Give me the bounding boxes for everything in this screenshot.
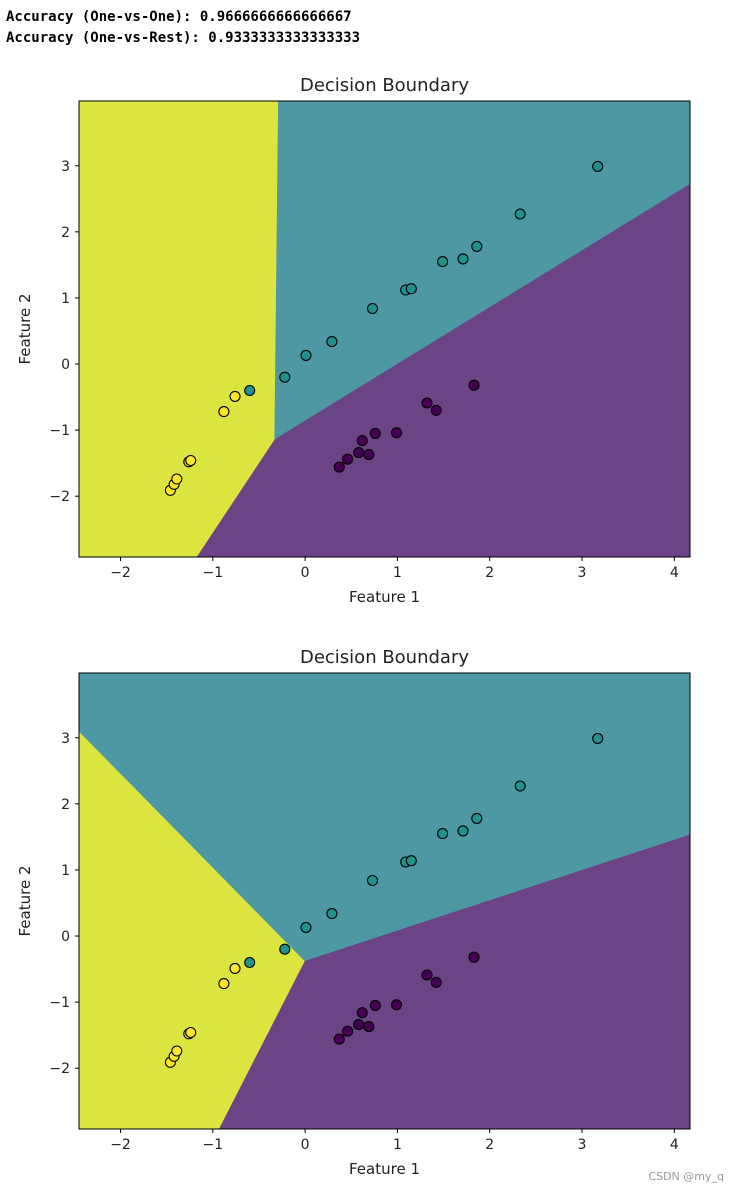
y-tick-label: −1	[49, 995, 70, 1011]
y-axis-label: Feature 2	[16, 294, 34, 365]
data-point-teal	[279, 943, 291, 955]
y-axis-label: Feature 2	[16, 866, 34, 937]
data-point-teal	[405, 855, 417, 867]
data-point-purple	[342, 453, 354, 465]
chart-title: Decision Boundary	[300, 75, 469, 96]
y-tick-label: 3	[61, 731, 70, 747]
data-point-teal	[279, 371, 291, 383]
data-point-purple	[390, 999, 403, 1011]
data-point-teal	[514, 780, 526, 792]
data-point-purple	[363, 1021, 375, 1033]
data-point-teal	[457, 253, 469, 265]
x-axis-label: Feature 1	[349, 1160, 420, 1178]
x-tick-label: −1	[203, 565, 224, 581]
x-tick-label: 2	[485, 1137, 494, 1153]
data-point-teal	[437, 256, 449, 268]
data-point-teal	[405, 283, 417, 295]
watermark: CSDN @my_q	[648, 1170, 724, 1183]
y-tick-label: 0	[61, 357, 70, 373]
data-point-purple	[421, 397, 433, 409]
data-point-teal	[457, 825, 469, 837]
data-point-yellow	[185, 454, 197, 467]
data-point-purple	[390, 427, 403, 439]
y-tick-label: 3	[61, 159, 70, 175]
x-tick-label: 2	[485, 565, 494, 581]
y-tick-label: 2	[61, 797, 70, 813]
data-point-teal	[300, 349, 312, 361]
data-point-teal	[366, 302, 379, 315]
y-tick-label: −2	[49, 489, 70, 505]
decision-boundary-chart-ovo: −2 −1 0 1 2 3 4 −2 −1 0 1 2 3 Decision Boundary Featur…	[16, 75, 691, 606]
x-tick-label: 3	[578, 565, 587, 581]
data-point-yellow	[218, 406, 230, 418]
decision-regions	[79, 673, 690, 1129]
x-tick-label: 4	[670, 565, 679, 581]
accuracy-ovr-line: Accuracy (One-vs-Rest): 0.93333333333333…	[6, 30, 361, 46]
y-tick-label: 0	[61, 929, 70, 945]
data-point-purple	[333, 461, 345, 473]
data-point-purple	[342, 1025, 354, 1037]
data-point-yellow	[171, 1045, 183, 1057]
data-point-yellow	[229, 390, 241, 402]
data-point-teal	[326, 908, 338, 920]
data-point-purple	[468, 379, 480, 391]
data-point-purple	[430, 976, 442, 988]
axes-frame	[78, 100, 691, 558]
decision-regions	[79, 101, 690, 557]
data-point-purple	[356, 435, 368, 447]
data-point-purple	[468, 951, 480, 963]
region-purple	[196, 183, 690, 557]
data-point-purple	[369, 427, 381, 439]
data-point-teal	[437, 828, 449, 840]
data-point-teal	[514, 208, 526, 220]
data-point-purple	[430, 404, 442, 416]
data-point-purple	[353, 1019, 365, 1031]
data-point-purple	[333, 1033, 345, 1045]
data-point-purple	[363, 449, 375, 461]
data-point-teal	[244, 956, 256, 969]
data-point-teal	[592, 732, 604, 744]
y-tick-label: −1	[49, 423, 70, 439]
region-purple	[218, 834, 690, 1129]
x-tick-label: −1	[203, 1137, 224, 1153]
data-point-yellow	[218, 978, 230, 990]
x-tick-label: 0	[301, 1137, 310, 1153]
y-tick-label: 1	[61, 291, 70, 307]
data-point-yellow	[185, 1026, 197, 1039]
decision-boundary-chart-ovr: −2 −1 0 1 2 3 4 −2 −1 0 1 2 3 Decision Boundary Featur…	[16, 647, 691, 1178]
data-point-teal	[244, 384, 256, 397]
data-point-teal	[471, 812, 483, 824]
x-tick-label: 1	[393, 1137, 402, 1153]
y-tick-label: 1	[61, 863, 70, 879]
data-point-purple	[356, 1007, 368, 1019]
axes-frame	[78, 672, 691, 1130]
data-point-teal	[366, 874, 379, 887]
data-point-purple	[353, 447, 365, 459]
data-points	[164, 732, 604, 1068]
data-point-teal	[300, 921, 312, 933]
data-point-purple	[421, 969, 433, 981]
accuracy-ovo-line: Accuracy (One-vs-One): 0.966666666666666…	[6, 9, 352, 25]
x-tick-label: 0	[301, 565, 310, 581]
x-tick-label: 1	[393, 565, 402, 581]
x-axis-label: Feature 1	[349, 588, 420, 606]
data-point-teal	[326, 336, 338, 348]
x-tick-label: 3	[578, 1137, 587, 1153]
data-point-yellow	[171, 473, 183, 485]
data-point-purple	[369, 999, 381, 1011]
y-tick-label: −2	[49, 1061, 70, 1077]
x-tick-label: −2	[110, 1137, 131, 1153]
data-point-teal	[592, 160, 604, 172]
data-point-teal	[471, 240, 483, 252]
x-tick-label: 4	[670, 1137, 679, 1153]
chart-title: Decision Boundary	[300, 647, 469, 668]
x-tick-label: −2	[110, 565, 131, 581]
data-points	[164, 160, 604, 496]
data-point-yellow	[229, 962, 241, 974]
y-tick-label: 2	[61, 225, 70, 241]
